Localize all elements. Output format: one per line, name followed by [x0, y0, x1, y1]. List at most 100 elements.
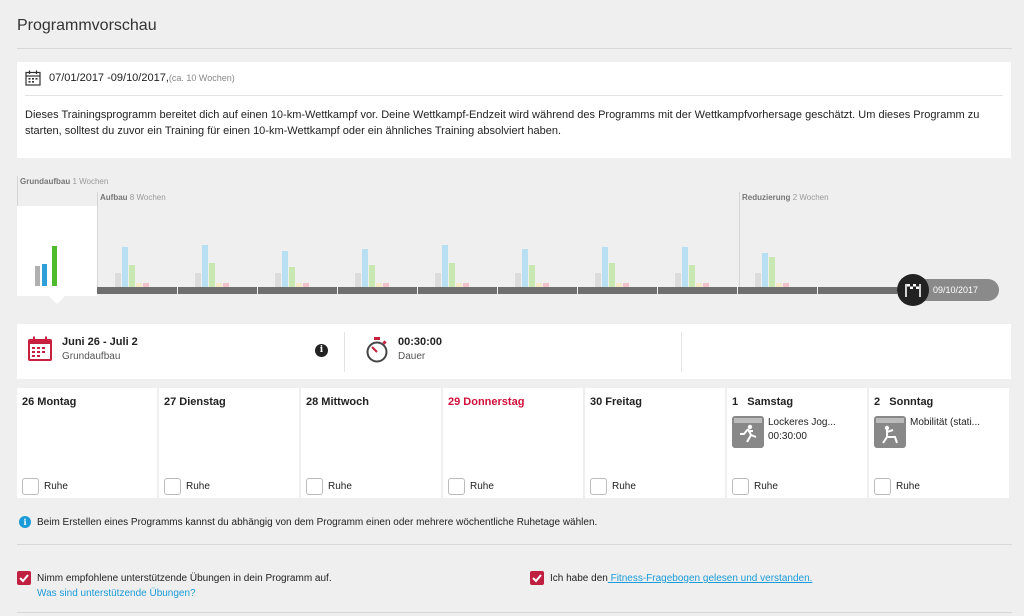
rest-checkbox[interactable] [22, 478, 39, 495]
day-name: 26 Montag [22, 396, 77, 408]
rest-checkbox[interactable] [448, 478, 465, 495]
week-bar [463, 283, 469, 287]
week-bar [776, 283, 782, 287]
phase-divider [739, 192, 740, 287]
phase-label-reduzierung: Reduzierung 2 Wochen [742, 193, 829, 202]
week-bar [449, 263, 455, 287]
week-bar [602, 247, 608, 287]
day-name: 2 Sonntag [874, 396, 934, 408]
week-bar [122, 247, 128, 287]
day-name: 27 Dienstag [164, 396, 226, 408]
week-bar [623, 283, 629, 287]
week-bar [383, 283, 389, 287]
rest-day-toggle[interactable]: Ruhe [164, 478, 210, 495]
timeline-week-tick [257, 287, 258, 294]
phase-divider [97, 192, 98, 287]
week-selected[interactable] [17, 206, 97, 304]
summary-divider [25, 95, 1003, 96]
week-info-divider [344, 332, 345, 372]
day-name: 28 Mittwoch [306, 396, 369, 408]
week-bar [682, 247, 688, 287]
day-name-today: 29 Donnerstag [448, 396, 525, 408]
week-bar [442, 245, 448, 287]
end-date: 09/10/2017 [933, 285, 979, 295]
week-bar [216, 283, 222, 287]
week-phase: Grundaufbau [62, 351, 121, 362]
rest-label: Ruhe [754, 481, 778, 492]
rest-checkbox[interactable] [590, 478, 607, 495]
day-column-friday: 30 Freitag Ruhe [585, 388, 725, 498]
program-description: Dieses Trainingsprogramm bereitet dich a… [25, 109, 980, 137]
finish-flag-icon [897, 274, 929, 306]
rest-checkbox[interactable] [732, 478, 749, 495]
day-name: 30 Freitag [590, 396, 642, 408]
workout-item[interactable]: Lockeres Jog... 00:30:00 [732, 416, 836, 448]
day-column-wednesday: 28 Mittwoch Ruhe [301, 388, 441, 498]
phase-name: Aufbau [100, 193, 128, 202]
week-bar [202, 245, 208, 287]
timeline-week-tick [657, 287, 658, 294]
rest-day-toggle[interactable]: Ruhe [306, 478, 352, 495]
week-bar [522, 249, 528, 287]
week-bar [529, 265, 535, 287]
rest-day-toggle[interactable]: Ruhe [732, 478, 778, 495]
phase-label-grundaufbau: Grundaufbau 1 Wochen [20, 177, 108, 186]
week-bar [303, 283, 309, 287]
timeline-week-tick [817, 287, 818, 294]
week-bar [275, 273, 281, 287]
week-bar [536, 283, 542, 287]
program-timeline: 09/10/2017 [17, 186, 1015, 306]
timeline-track [97, 287, 997, 294]
workout-time: 00:30:00 [768, 431, 807, 442]
timeline-week-tick [577, 287, 578, 294]
week-bar [136, 283, 142, 287]
supporting-exercises-checkbox[interactable] [17, 571, 31, 585]
workout-item[interactable]: Mobilität (stati... [874, 416, 980, 448]
phase-name: Reduzierung [742, 193, 791, 202]
week-duration-label: Dauer [398, 351, 426, 362]
phase-divider [17, 176, 18, 206]
info-icon: i [19, 516, 31, 528]
week-bar [223, 283, 229, 287]
rest-checkbox[interactable] [874, 478, 891, 495]
day-column-monday: 26 Montag Ruhe [17, 388, 157, 498]
week-bar [755, 273, 761, 287]
rest-day-note-text: Beim Erstellen eines Programms kannst du… [37, 516, 598, 528]
rest-label: Ruhe [186, 481, 210, 492]
day-schedule: 26 Montag Ruhe 27 Dienstag Ruhe 28 Mittw… [17, 388, 1011, 498]
fitness-questionnaire-checkbox[interactable] [530, 571, 544, 585]
week-bar [616, 283, 622, 287]
day-name: 1 Samstag [732, 396, 794, 408]
week-bar [783, 283, 789, 287]
program-dates-row: 07/01/2017 -09/10/2017, (ca. 10 Wochen) [25, 70, 235, 86]
rest-day-toggle[interactable]: Ruhe [22, 478, 68, 495]
stopwatch-icon [366, 337, 388, 363]
supporting-exercises-link[interactable]: Was sind unterstützende Übungen? [37, 588, 196, 599]
day-column-tuesday: 27 Dienstag Ruhe [159, 388, 299, 498]
rest-day-toggle[interactable]: Ruhe [590, 478, 636, 495]
rest-checkbox[interactable] [306, 478, 323, 495]
rest-day-toggle[interactable]: Ruhe [874, 478, 920, 495]
week-bar [362, 249, 368, 287]
info-icon[interactable]: i [315, 344, 328, 357]
week-bar [195, 273, 201, 287]
week-bar [675, 273, 681, 287]
week-bar [435, 273, 441, 287]
week-bar [129, 265, 135, 287]
rest-checkbox[interactable] [164, 478, 181, 495]
workout-name: Lockeres Jog... [768, 417, 836, 428]
week-bar [515, 273, 521, 287]
phase-weeks: 1 Wochen [72, 177, 109, 186]
week-bar [143, 283, 149, 287]
fitness-questionnaire-link[interactable]: Fitness-Fragebogen gelesen und verstande… [607, 573, 813, 584]
day-column-thursday: 29 Donnerstag Ruhe [443, 388, 583, 498]
week-bar [289, 267, 295, 287]
week-bar [282, 251, 288, 287]
rest-day-toggle[interactable]: Ruhe [448, 478, 494, 495]
week-bar [115, 273, 121, 287]
week-bar [696, 283, 702, 287]
week-bar [52, 246, 57, 286]
week-bar [355, 273, 361, 287]
day-column-sunday: 2 Sonntag Mobilität (stati... Ruhe [869, 388, 1009, 498]
supporting-exercises-option: Nimm empfohlene unterstützende Übungen i… [17, 571, 332, 601]
